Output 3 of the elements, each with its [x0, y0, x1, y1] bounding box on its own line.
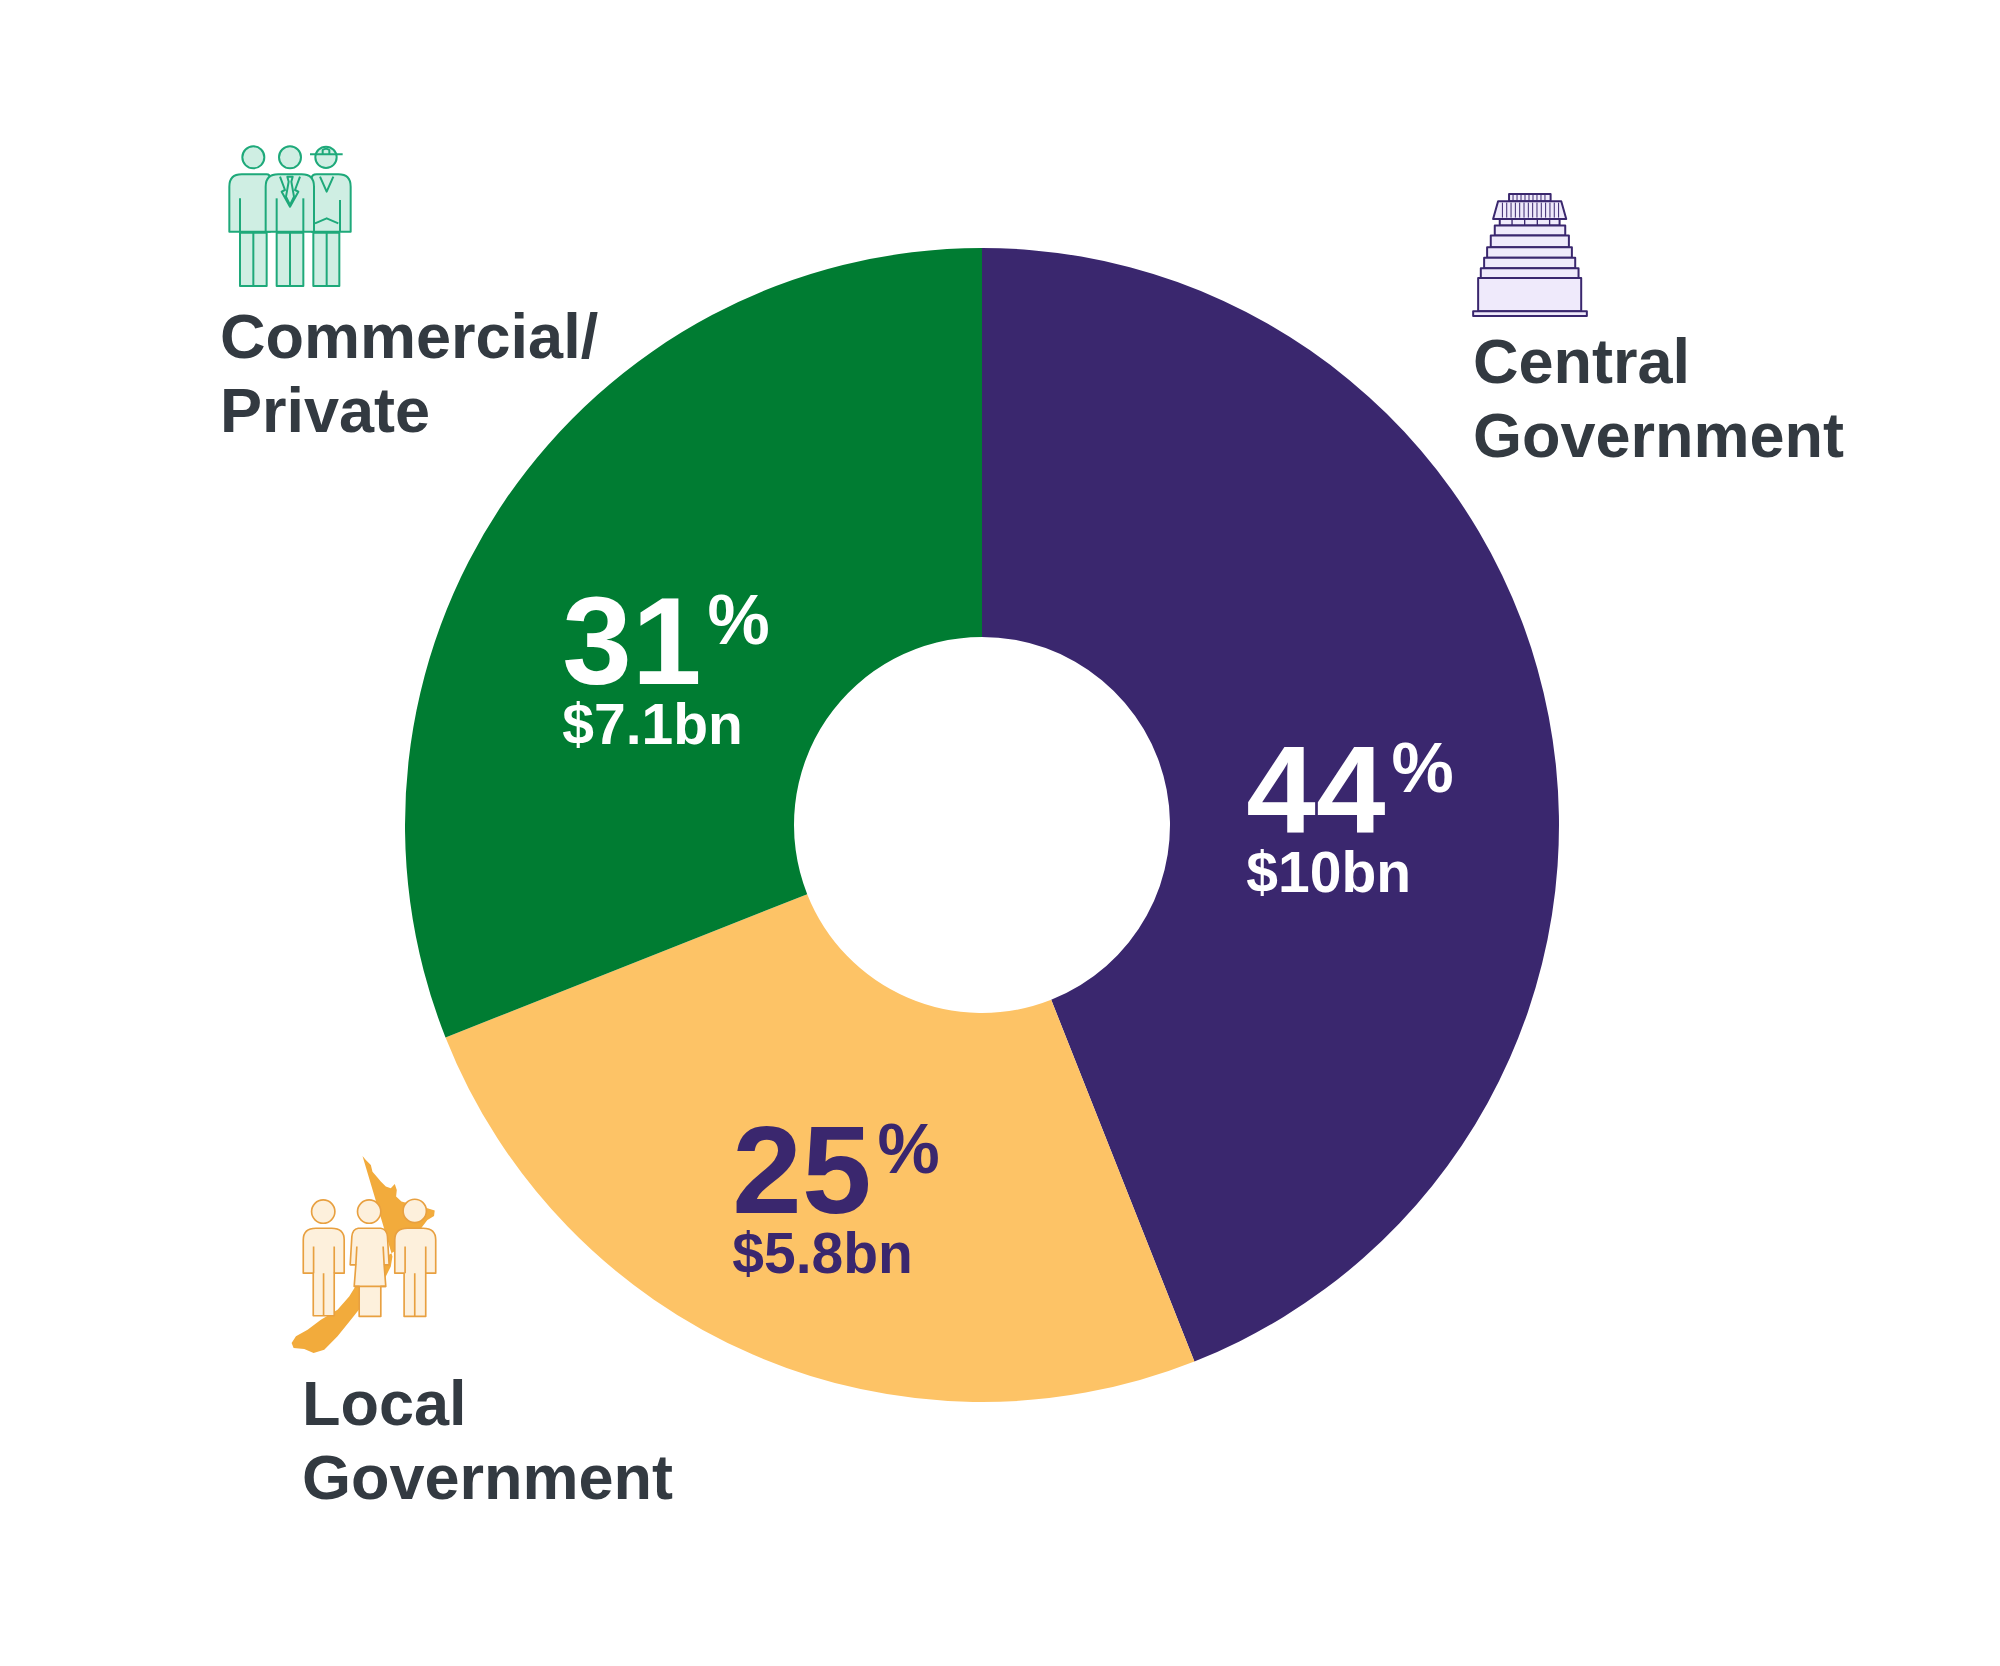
- slice-label: Commercial/Private: [220, 301, 599, 445]
- slice-label: Central Government: [1473, 326, 1845, 470]
- slice-label: Local Government: [302, 1368, 674, 1512]
